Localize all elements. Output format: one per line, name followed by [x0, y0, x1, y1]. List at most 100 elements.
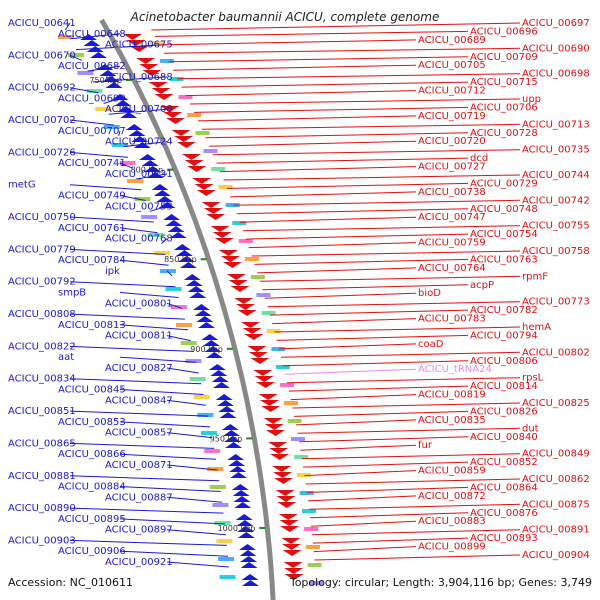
gene-label-acicu-00709[interactable]: ACICU_00709	[470, 52, 538, 63]
gene-label-acicu-00834[interactable]: ACICU_00834	[8, 374, 76, 385]
gene-label-acicu-00825[interactable]: ACICU_00825	[522, 398, 590, 409]
gene-label-acicu-00729[interactable]: ACICU_00729	[470, 178, 538, 189]
gene-label-acicu-00849[interactable]: ACICU_00849	[522, 449, 590, 460]
gene-label-acicu-00872[interactable]: ACICU_00872	[418, 491, 486, 502]
gene-label-acicu-00713[interactable]: ACICU_00713	[522, 119, 590, 130]
gene-label-acicu-00883[interactable]: ACICU_00883	[418, 516, 486, 527]
gene-label-smpb[interactable]: smpB	[58, 288, 86, 299]
gene-label-acicu-00826[interactable]: ACICU_00826	[470, 406, 538, 417]
gene-label-acicu-00893[interactable]: ACICU_00893	[470, 533, 538, 544]
gene-label-metg[interactable]: metG	[8, 180, 36, 191]
gene-label-acicu-00853[interactable]: ACICU_00853	[58, 417, 126, 428]
gene-label-acicu-00741[interactable]: ACICU_00741	[58, 158, 126, 169]
gene-label-acicu-00801[interactable]: ACICU_00801	[105, 298, 173, 309]
gene-label-acicu-00698[interactable]: ACICU_00698	[522, 69, 590, 80]
gene-label-acicu-00731[interactable]: ACICU_00731	[105, 169, 173, 180]
gene-label-dut[interactable]: dut	[522, 423, 539, 434]
gene-label-coad[interactable]: coaD	[418, 339, 444, 350]
gene-label-acicu-00763[interactable]: ACICU_00763	[470, 254, 538, 265]
gene-label-acicu-00806[interactable]: ACICU_00806	[470, 356, 538, 367]
gene-label-rpmf[interactable]: rpmF	[522, 271, 548, 282]
gene-label-acicu-00871[interactable]: ACICU_00871	[105, 460, 173, 471]
gene-label-upp[interactable]: upp	[522, 94, 541, 105]
gene-label-acicu-00784[interactable]: ACICU_00784	[58, 255, 126, 266]
gene-label-biod[interactable]: bioD	[418, 288, 441, 299]
gene-label-acicu-00753[interactable]: ACICU_00753	[105, 201, 173, 212]
gene-label-acicu-00857[interactable]: ACICU_00857	[105, 428, 173, 439]
gene-label-acicu-00724[interactable]: ACICU_00724	[105, 137, 173, 148]
gene-label-acicu-00881[interactable]: ACICU_00881	[8, 471, 76, 482]
gene-label-acicu-00764[interactable]: ACICU_00764	[418, 263, 486, 274]
gene-label-acicu-00706[interactable]: ACICU_00706	[470, 102, 538, 113]
gene-label-acicu-00865[interactable]: ACICU_00865	[8, 438, 76, 449]
gene-label-acicu-00802[interactable]: ACICU_00802	[522, 347, 590, 358]
gene-label-acicu-00707[interactable]: ACICU_00707	[58, 126, 126, 137]
gene-label-acicu-00748[interactable]: ACICU_00748	[470, 204, 538, 215]
gene-label-acicu-00689[interactable]: ACICU_00689	[418, 35, 486, 46]
gene-label-acicu-00906[interactable]: ACICU_00906	[58, 546, 126, 557]
gene-label-acicu-00845[interactable]: ACICU_00845	[58, 385, 126, 396]
gene-label-acicu-00847[interactable]: ACICU_00847	[105, 395, 173, 406]
gene-label-fur[interactable]: fur	[418, 440, 433, 451]
gene-label-acicu-00875[interactable]: ACICU_00875	[522, 499, 590, 510]
gene-label-rpsl[interactable]: rpsL	[522, 373, 544, 384]
gene-label-acicu-00897[interactable]: ACICU_00897	[105, 525, 173, 536]
gene-label-acicu-00727[interactable]: ACICU_00727	[418, 162, 486, 173]
gene-label-acicu-00758[interactable]: ACICU_00758	[522, 246, 590, 257]
gene-label-acicu-00903[interactable]: ACICU_00903	[8, 535, 76, 546]
gene-label-acicu-00692[interactable]: ACICU_00692	[8, 83, 76, 94]
gene-label-acicu-00688[interactable]: ACICU_00688	[105, 72, 173, 83]
gene-label-acicu-00822[interactable]: ACICU_00822	[8, 341, 76, 352]
gene-label-acicu-00761[interactable]: ACICU_00761	[58, 223, 126, 234]
gene-label-acicu-00782[interactable]: ACICU_00782	[470, 305, 538, 316]
gene-label-acicu-00851[interactable]: ACICU_00851	[8, 406, 76, 417]
gene-label-acicu-00735[interactable]: ACICU_00735	[522, 145, 590, 156]
gene-label-acicu-00726[interactable]: ACICU_00726	[8, 147, 76, 158]
gene-label-acicu-00864[interactable]: ACICU_00864	[470, 482, 538, 493]
gene-label-acicu-00852[interactable]: ACICU_00852	[470, 457, 538, 468]
gene-label-acicu-00899[interactable]: ACICU_00899	[418, 542, 486, 553]
gene-label-acicu-00840[interactable]: ACICU_00840	[470, 432, 538, 443]
gene-label-acicu-00682[interactable]: ACICU_00682	[58, 61, 126, 72]
gene-label-acpp[interactable]: acpP	[470, 280, 494, 291]
gene-label-acicu-00819[interactable]: ACICU_00819	[418, 390, 486, 401]
gene-label-acicu-00750[interactable]: ACICU_00750	[8, 212, 76, 223]
gene-label-acicu-00835[interactable]: ACICU_00835	[418, 415, 486, 426]
gene-label-acicu-00690[interactable]: ACICU_00690	[522, 43, 590, 54]
gene-label-acicu-00675[interactable]: ACICU_00675	[105, 40, 173, 51]
gene-label-acicu-00814[interactable]: ACICU_00814	[470, 381, 538, 392]
gene-label-acicu-00859[interactable]: ACICU_00859	[418, 466, 486, 477]
gene-label-acicu-00715[interactable]: ACICU_00715	[470, 77, 538, 88]
gene-label-acicu-00720[interactable]: ACICU_00720	[418, 136, 486, 147]
gene-label-acicu-00884[interactable]: ACICU_00884	[58, 482, 126, 493]
gene-label-acicu-00759[interactable]: ACICU_00759	[418, 238, 486, 249]
gene-label-acicu-00738[interactable]: ACICU_00738	[418, 187, 486, 198]
gene-label-acicu-00702[interactable]: ACICU_00702	[8, 115, 76, 126]
gene-label-acicu-00773[interactable]: ACICU_00773	[522, 297, 590, 308]
gene-label-acicu-00749[interactable]: ACICU_00749	[58, 191, 126, 202]
gene-label-acicu-00862[interactable]: ACICU_00862	[522, 474, 590, 485]
gene-label-acicu-00813[interactable]: ACICU_00813	[58, 320, 126, 331]
gene-label-acicu-00670[interactable]: ACICU_00670	[8, 50, 76, 61]
gene-label-ipk[interactable]: ipk	[105, 266, 120, 277]
gene-label-acicu-00921[interactable]: ACICU_00921	[105, 557, 173, 568]
gene-label-acicu-00890[interactable]: ACICU_00890	[8, 503, 76, 514]
gene-label-dcd[interactable]: dcd	[470, 153, 488, 164]
gene-label-acicu-00696[interactable]: ACICU_00696	[470, 26, 538, 37]
gene-label-acicu-00827[interactable]: ACICU_00827	[105, 363, 173, 374]
gene-label-acicu-00742[interactable]: ACICU_00742	[522, 195, 590, 206]
gene-label-acicu-00697[interactable]: ACICU_00697	[522, 18, 590, 29]
gene-label-acicu-00904[interactable]: ACICU_00904	[522, 550, 590, 561]
gene-label-acicu-00708[interactable]: ACICU_00708	[105, 104, 173, 115]
gene-label-acicu-00747[interactable]: ACICU_00747	[418, 212, 486, 223]
gene-label-acicu-00755[interactable]: ACICU_00755	[522, 221, 590, 232]
gene-label-acicu-00648[interactable]: ACICU_00648	[58, 29, 126, 40]
gene-label-acicu-00712[interactable]: ACICU_00712	[418, 86, 486, 97]
gene-label-acicu-00719[interactable]: ACICU_00719	[418, 111, 486, 122]
gene-label-acicu-00728[interactable]: ACICU_00728	[470, 128, 538, 139]
gene-label-hema[interactable]: hemA	[522, 322, 551, 333]
gene-label-acicu-00811[interactable]: ACICU_00811	[105, 331, 173, 342]
gene-label-acicu-00866[interactable]: ACICU_00866	[58, 449, 126, 460]
gene-label-acicu-00705[interactable]: ACICU_00705	[418, 60, 486, 71]
gene-label-acicu-00792[interactable]: ACICU_00792	[8, 277, 76, 288]
